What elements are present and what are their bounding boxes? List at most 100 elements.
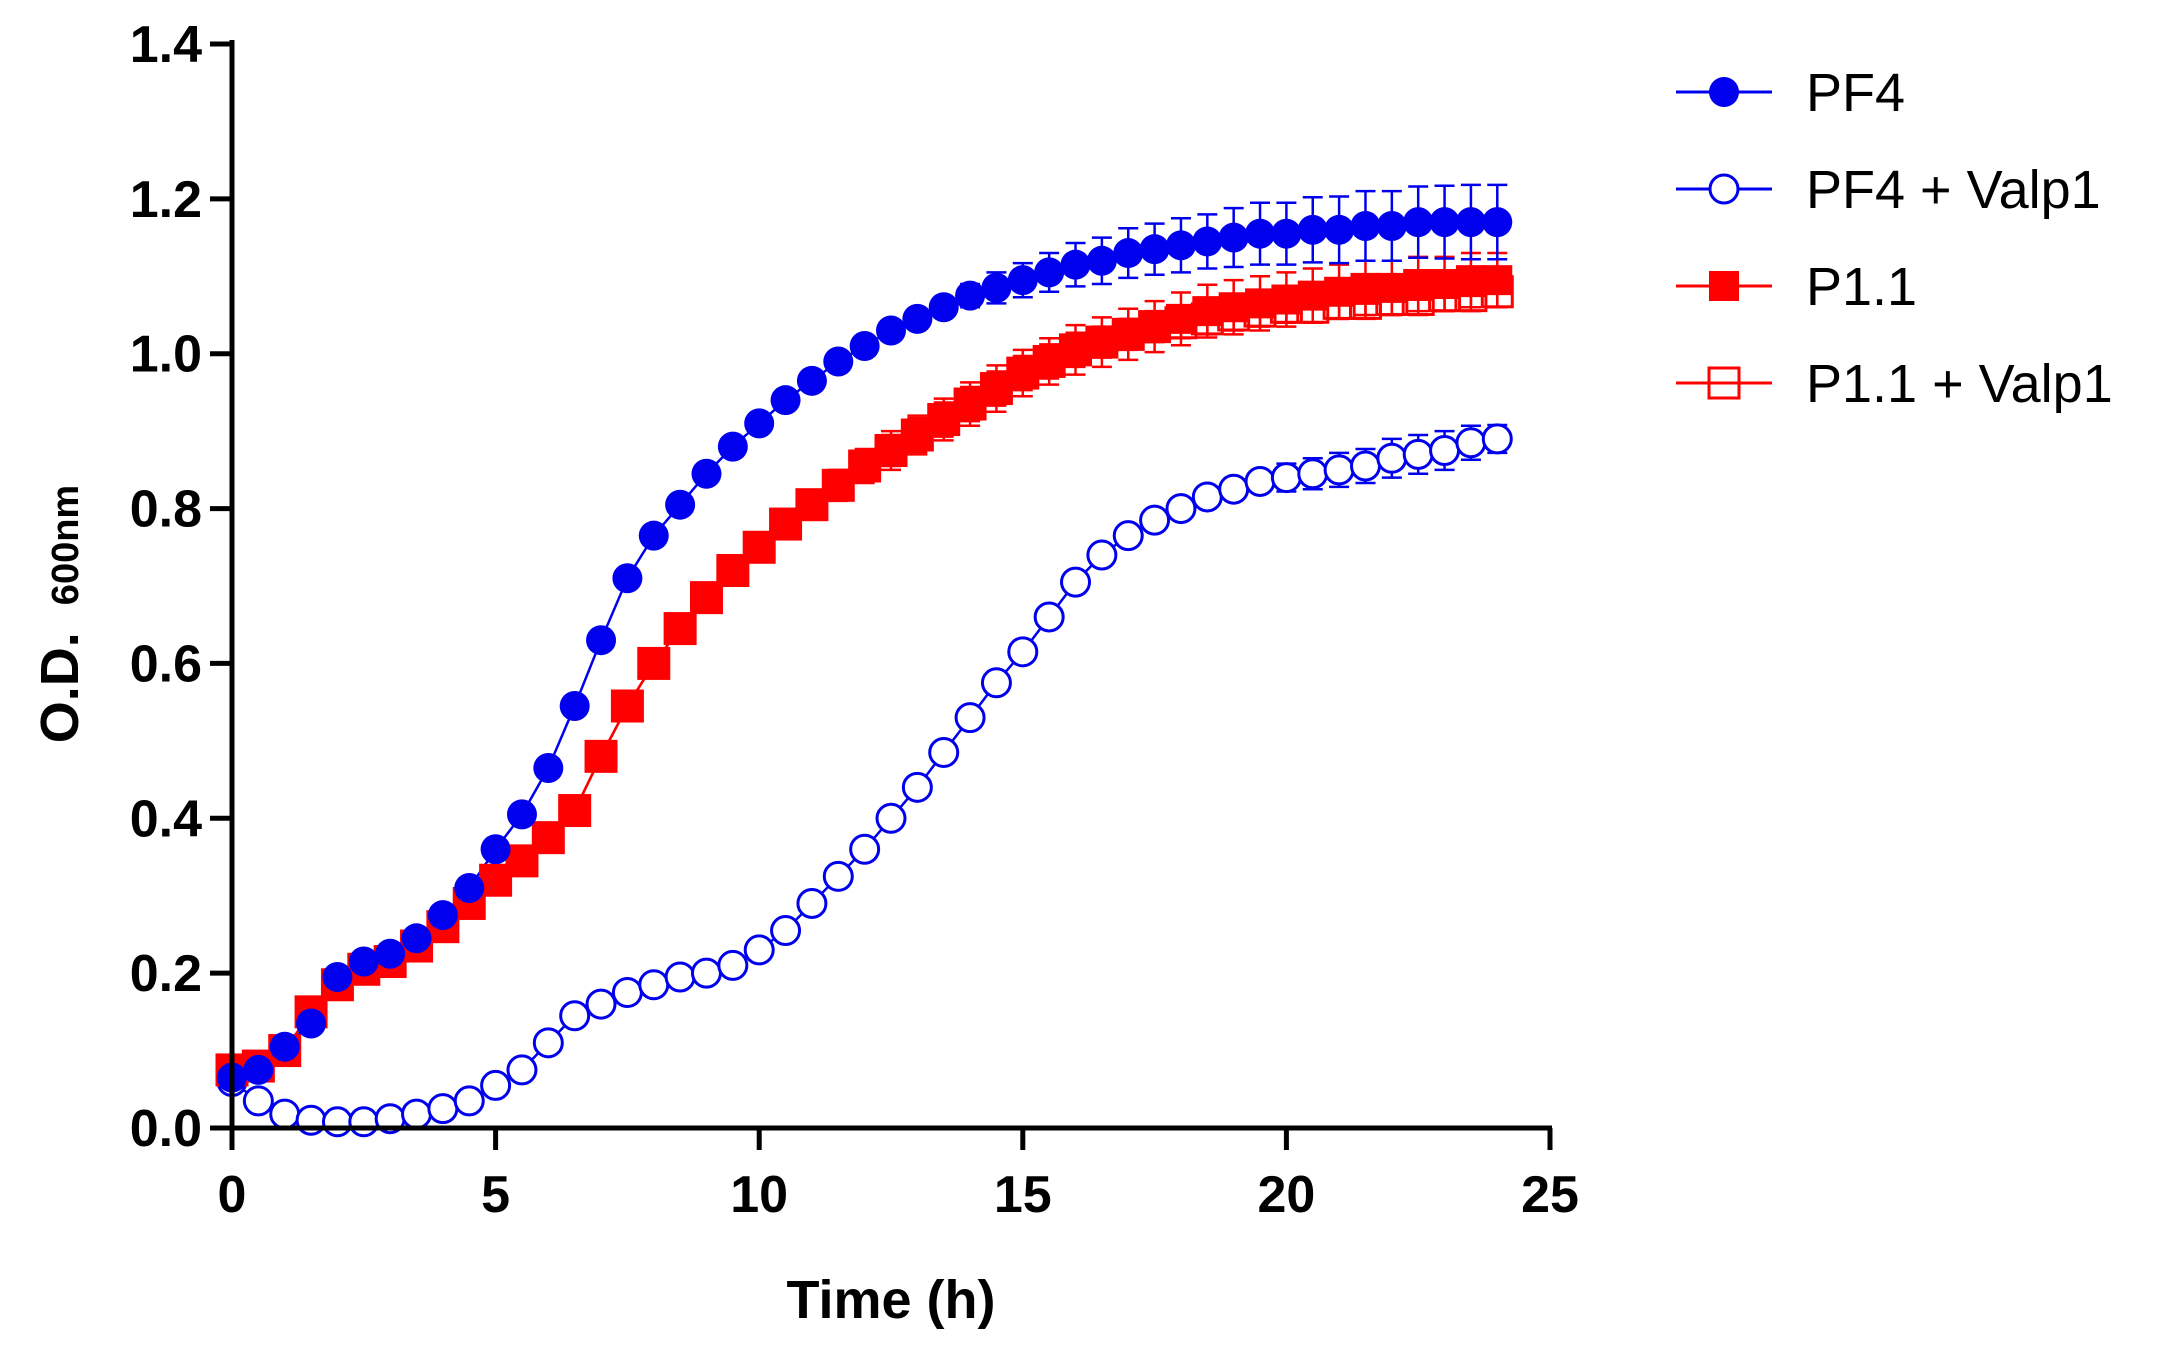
legend: PF4 PF4 + Valp1 P1.1 P1.1 + Valp1 bbox=[1676, 63, 2113, 414]
p1-1-point bbox=[823, 470, 854, 501]
y-tick-label: 0.2 bbox=[130, 945, 202, 1003]
pf4-point bbox=[586, 625, 617, 656]
pf4-valp1-point bbox=[1429, 435, 1461, 466]
x-tick-label: 15 bbox=[994, 1166, 1052, 1224]
p1-1-point bbox=[1482, 265, 1513, 296]
y-tick-label: 1.4 bbox=[130, 16, 202, 74]
p1-1-point bbox=[796, 489, 827, 520]
pf4-point bbox=[1482, 207, 1513, 238]
pf4-valp1-point bbox=[269, 1098, 301, 1130]
y-tick-label: 0.0 bbox=[130, 1100, 202, 1158]
pf4-point bbox=[269, 1031, 300, 1062]
pf4-valp1-point bbox=[1007, 636, 1039, 668]
pf4-point bbox=[1350, 210, 1381, 241]
p1-1-point bbox=[928, 404, 959, 435]
x-tick-label: 20 bbox=[1257, 1166, 1315, 1224]
pf4-valp1-point bbox=[611, 977, 643, 1008]
pf4-valp1-point bbox=[796, 887, 828, 919]
pf4-valp1-point bbox=[453, 1085, 485, 1117]
pf4-point bbox=[1165, 230, 1196, 261]
pf4-point bbox=[1455, 207, 1486, 238]
pf4-valp1-point bbox=[770, 915, 802, 947]
legend-marker bbox=[1707, 366, 1741, 400]
y-tick-label: 0.8 bbox=[130, 481, 202, 539]
pf4-point bbox=[1060, 249, 1091, 280]
y-tick-label: 0.4 bbox=[130, 790, 202, 848]
p1-1-point bbox=[586, 741, 617, 772]
pf4-point bbox=[454, 872, 485, 903]
y-tick-label: 0.6 bbox=[130, 635, 202, 693]
pf4-point bbox=[375, 938, 406, 969]
pf4-point bbox=[322, 962, 353, 993]
pf4-valp1-point bbox=[321, 1106, 353, 1138]
pf4-point bbox=[533, 752, 564, 783]
y-axis-title: O.D. 600nm bbox=[30, 485, 90, 743]
svg-text:O.D. 600nm: O.D. 600nm bbox=[30, 485, 90, 743]
x-tick-label: 5 bbox=[481, 1166, 510, 1224]
pf4-point bbox=[1113, 238, 1144, 269]
pf4-point bbox=[796, 365, 827, 396]
pf4-valp1-point bbox=[506, 1054, 538, 1086]
pf4-point bbox=[1086, 245, 1117, 276]
pf4-valp1-point bbox=[875, 802, 907, 834]
pf4-point bbox=[1218, 222, 1249, 253]
pf4-valp1-point bbox=[401, 1098, 433, 1130]
p1-1-point bbox=[981, 373, 1012, 404]
pf4-valp1-point bbox=[1376, 442, 1408, 474]
pf4-point bbox=[480, 834, 511, 865]
pf4-valp1-point bbox=[242, 1085, 274, 1117]
p1-1-point bbox=[1034, 346, 1065, 377]
x-tick-label: 10 bbox=[730, 1166, 788, 1224]
pf4-point bbox=[1271, 218, 1302, 249]
p1-1-point bbox=[1271, 284, 1302, 315]
y-axis-title-main: O.D. bbox=[30, 632, 90, 743]
pf4-valp1-point bbox=[717, 949, 749, 981]
pf4-point bbox=[1403, 207, 1434, 238]
pf4-valp1-point bbox=[743, 934, 775, 966]
x-axis-title: Time (h) bbox=[786, 1270, 995, 1330]
y-tick-label: 1.0 bbox=[130, 326, 202, 384]
pf4-point bbox=[1192, 226, 1223, 257]
p1-1-point bbox=[559, 795, 590, 826]
p1-1-point bbox=[506, 845, 537, 876]
y-axis-title-sub: 600nm bbox=[45, 485, 87, 605]
pf4-point bbox=[717, 431, 748, 462]
pf4-valp1-point bbox=[638, 969, 670, 1001]
pf4-valp1-point bbox=[849, 833, 881, 865]
legend-item-p1-1-valp1: P1.1 + Valp1 bbox=[1676, 354, 2113, 414]
pf4-point bbox=[955, 280, 986, 311]
pf4-valp1-point bbox=[1086, 539, 1118, 571]
legend-item-pf4-valp1: PF4 + Valp1 bbox=[1676, 160, 2101, 220]
pf4-valp1-point bbox=[1060, 566, 1092, 598]
pf4-valp1-point bbox=[348, 1106, 380, 1138]
pf4-point bbox=[612, 563, 643, 594]
pf4-point bbox=[1429, 207, 1460, 238]
pf4-point bbox=[849, 330, 880, 361]
pf4-point bbox=[770, 385, 801, 416]
pf4-valp1-point bbox=[1139, 504, 1171, 536]
pf4-point bbox=[902, 303, 933, 334]
p1-1-point bbox=[1060, 334, 1091, 365]
p1-1-point bbox=[1165, 303, 1196, 334]
pf4-valp1-point bbox=[1323, 454, 1355, 486]
pf4-point bbox=[928, 292, 959, 323]
pf4-valp1-point bbox=[1481, 423, 1513, 455]
pf4-valp1-point bbox=[585, 988, 617, 1020]
p1-1-point bbox=[691, 582, 722, 613]
pf4-point bbox=[296, 1008, 327, 1039]
pf4-valp1-point bbox=[1297, 458, 1329, 490]
pf4-valp1-point bbox=[954, 702, 986, 734]
pf4-valp1-point bbox=[1033, 601, 1065, 633]
p1-1-point bbox=[744, 532, 775, 563]
pf4-point bbox=[638, 520, 669, 551]
pf4-point bbox=[1245, 218, 1276, 249]
p1-1-point bbox=[665, 613, 696, 644]
pf4-valp1-point bbox=[901, 771, 933, 803]
pf4-valp1-point bbox=[559, 1000, 591, 1032]
p1-1-point bbox=[849, 450, 880, 481]
x-tick-label: 25 bbox=[1521, 1166, 1579, 1224]
pf4-valp1-point bbox=[1191, 481, 1223, 513]
p1-1-point bbox=[1007, 358, 1038, 389]
p1-1-point bbox=[1324, 276, 1355, 307]
pf4-valp1-point bbox=[664, 961, 696, 993]
